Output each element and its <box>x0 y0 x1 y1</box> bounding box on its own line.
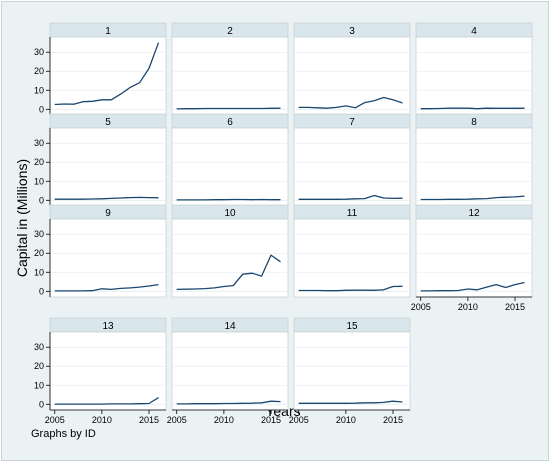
series-line-9 <box>54 283 159 292</box>
panel-title: 13 <box>102 321 114 332</box>
y-tick-label: 30 <box>34 138 44 148</box>
y-tick-label: 0 <box>39 104 44 114</box>
x-tick-label: 2005 <box>289 415 309 425</box>
panel-title: 8 <box>471 117 477 128</box>
series-line-3 <box>298 96 403 109</box>
series-line-1 <box>54 42 160 106</box>
series-line-13 <box>54 397 159 405</box>
y-tick-label: 10 <box>34 176 44 186</box>
panel-title: 6 <box>227 117 233 128</box>
x-tick-label: 2005 <box>45 415 65 425</box>
series-line-4 <box>420 107 525 110</box>
y-tick-label: 30 <box>34 47 44 57</box>
y-tick-label: 10 <box>34 267 44 277</box>
panel-13: 13 0 10 20 30 2005 2010 2015 <box>34 317 167 425</box>
series-line-15 <box>298 400 403 404</box>
panel-2: 2 <box>171 22 289 116</box>
series-line-14 <box>176 400 281 405</box>
panel-plot-area <box>49 127 167 207</box>
panel-title: 4 <box>471 26 477 37</box>
panel-6: 6 <box>171 113 289 207</box>
panel-plot-area <box>415 36 533 116</box>
panel-title: 9 <box>105 208 111 219</box>
y-tick-label: 0 <box>39 286 44 296</box>
panel-9: 9 0 10 20 30 <box>34 204 167 298</box>
panel-plot-area <box>293 36 411 116</box>
y-tick-label: 10 <box>34 380 44 390</box>
panel-plot-area <box>49 36 167 116</box>
y-tick-label: 30 <box>34 229 44 239</box>
y-tick-label: 30 <box>34 342 44 352</box>
panel-title: 7 <box>349 117 355 128</box>
series-line-11 <box>298 285 403 292</box>
series-line-2 <box>176 107 281 110</box>
x-tick-label: 2010 <box>458 302 478 312</box>
x-tick-label: 2005 <box>167 415 187 425</box>
x-tick-label: 2010 <box>336 415 356 425</box>
panel-plot-area <box>293 127 411 207</box>
y-axis-title: Capital in (Millions) <box>14 159 30 277</box>
series-line-7 <box>298 194 403 200</box>
panel-4: 4 <box>415 22 533 116</box>
panel-plot-area <box>293 218 411 298</box>
panel-title: 2 <box>227 26 233 37</box>
panel-plot-area <box>415 127 533 207</box>
panel-plot-area <box>171 218 289 298</box>
x-tick-label: 2015 <box>139 415 159 425</box>
panel-12: 12 2005 2010 2015 <box>411 204 533 312</box>
panel-14: 14 2005 2010 2015 <box>167 317 289 425</box>
panel-title: 15 <box>346 321 358 332</box>
panel-title: 11 <box>347 208 358 219</box>
y-tick-label: 20 <box>34 361 44 371</box>
panel-plot-area <box>49 218 167 298</box>
y-tick-label: 0 <box>39 399 44 409</box>
x-tick-label: 2015 <box>505 302 525 312</box>
x-tick-label: 2015 <box>383 415 403 425</box>
series-line-5 <box>54 196 159 200</box>
series-line-10 <box>176 254 281 291</box>
panel-8: 8 <box>415 113 533 207</box>
panel-plot-area <box>293 331 411 411</box>
panel-plot-area <box>171 127 289 207</box>
panel-title: 10 <box>224 208 236 219</box>
x-tick-label: 2010 <box>214 415 234 425</box>
panel-plot-area <box>49 331 167 411</box>
graphs-by-note: Graphs by ID <box>31 428 96 440</box>
series-line-12 <box>420 281 525 292</box>
panel-title: 5 <box>105 117 111 128</box>
panel-11: 11 <box>293 204 411 298</box>
panel-10: 10 <box>171 204 289 298</box>
y-tick-label: 20 <box>34 66 44 76</box>
panel-title: 3 <box>349 26 355 37</box>
y-tick-label: 0 <box>39 195 44 205</box>
panel-5: 5 0 10 20 30 <box>34 113 167 207</box>
panel-title: 12 <box>468 208 480 219</box>
panel-3: 3 <box>293 22 411 116</box>
x-tick-label: 2005 <box>411 302 431 312</box>
panel-7: 7 <box>293 113 411 207</box>
panel-plot-area <box>415 218 533 298</box>
panel-title: 1 <box>105 26 111 37</box>
x-tick-label: 2010 <box>92 415 112 425</box>
x-tick-label: 2015 <box>261 415 281 425</box>
panel-plot-area <box>171 36 289 116</box>
panel-title: 14 <box>224 321 236 332</box>
series-line-8 <box>420 195 525 201</box>
panel-plot-area <box>171 331 289 411</box>
y-tick-label: 20 <box>34 157 44 167</box>
y-tick-label: 20 <box>34 248 44 258</box>
y-tick-label: 10 <box>34 85 44 95</box>
panel-15: 15 2005 2010 2015 <box>289 317 411 425</box>
